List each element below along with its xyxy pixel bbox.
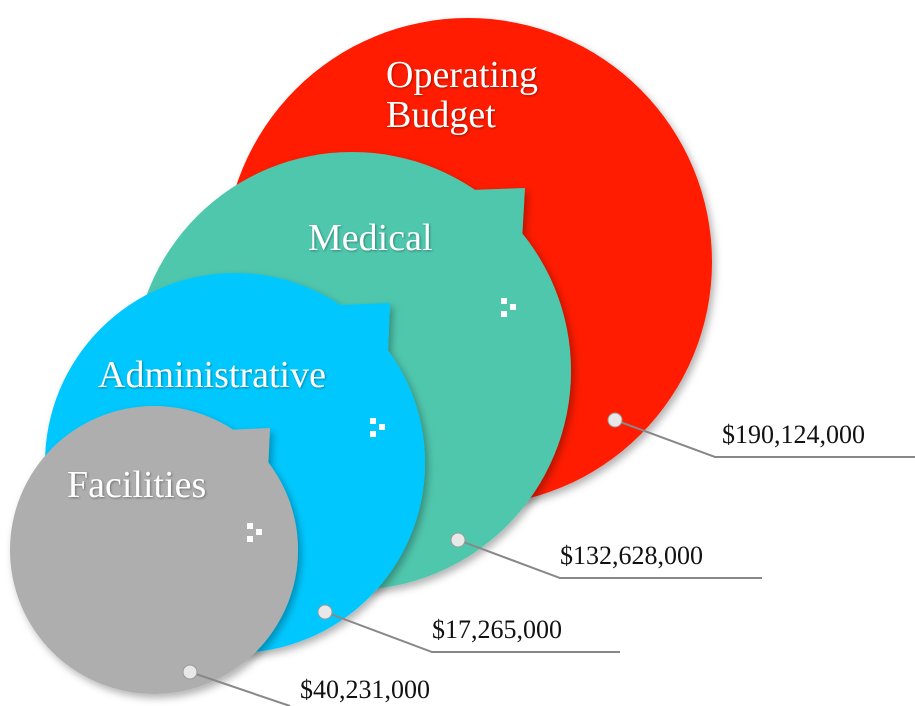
label: Facilities	[67, 464, 207, 506]
connector-dots	[182, 412, 623, 680]
amount: $17,265,000	[432, 615, 562, 644]
label: Administrative	[98, 354, 326, 396]
amount: $190,124,000	[722, 420, 865, 449]
connectors	[189, 419, 915, 706]
label: Medical	[308, 217, 433, 259]
icons	[247, 298, 516, 542]
label: Operating Budget	[386, 54, 538, 136]
amount: $40,231,000	[300, 675, 430, 704]
amount: $132,628,000	[560, 541, 703, 570]
circle-facilities	[10, 406, 298, 694]
